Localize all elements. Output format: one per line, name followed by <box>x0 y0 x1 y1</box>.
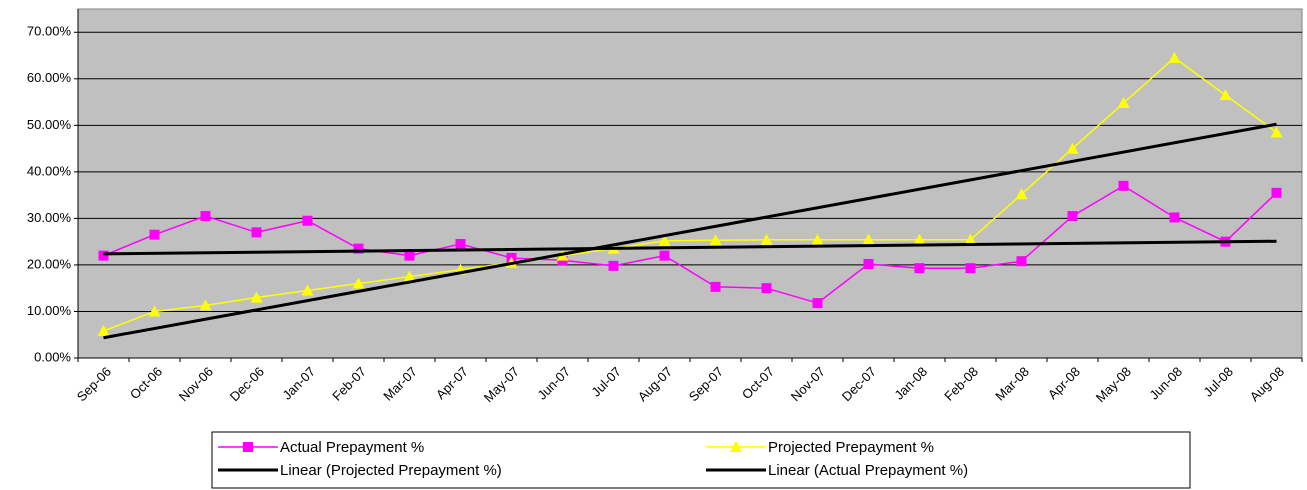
legend-box <box>211 431 1191 489</box>
marker <box>761 283 772 294</box>
x-tick-label: Dec-06 <box>227 364 267 404</box>
legend-label: Projected Prepayment % <box>768 439 934 456</box>
marker <box>913 233 926 245</box>
x-tick-label: Mar-07 <box>380 364 420 404</box>
y-tick-label: 30.00% <box>27 210 72 225</box>
marker <box>149 229 160 240</box>
x-tick-label: Aug-08 <box>1247 364 1287 404</box>
x-tick-label: Sep-07 <box>686 364 726 404</box>
marker <box>608 260 619 271</box>
x-tick-label: Sep-06 <box>74 364 114 404</box>
marker <box>1016 256 1027 267</box>
marker <box>1168 51 1181 63</box>
x-tick-label: Mar-08 <box>992 364 1032 404</box>
marker <box>965 263 976 274</box>
legend: Actual Prepayment % Projected Prepayment … <box>211 431 1191 489</box>
marker <box>1066 142 1079 154</box>
marker <box>863 259 874 270</box>
x-tick-label: May-08 <box>1093 364 1134 405</box>
marker <box>455 238 466 249</box>
legend-label: Linear (Actual Prepayment %) <box>768 462 968 479</box>
marker <box>251 227 262 238</box>
marker <box>1118 180 1129 191</box>
x-tick-label: Jul-07 <box>588 364 624 400</box>
marker <box>1117 96 1130 108</box>
series-line <box>103 184 1278 304</box>
marker <box>1271 187 1282 198</box>
y-tick-label: 70.00% <box>27 24 72 39</box>
x-tick-label: Oct-07 <box>739 364 777 402</box>
marker <box>404 250 415 261</box>
marker <box>302 215 313 226</box>
marker <box>811 233 824 245</box>
x-tick-label: Jul-08 <box>1200 364 1236 400</box>
x-tick-label: Jan-08 <box>891 364 930 403</box>
marker <box>97 325 110 337</box>
x-tick-label: Nov-07 <box>788 364 828 404</box>
trendline <box>103 122 1277 340</box>
marker <box>710 281 721 292</box>
x-tick-label: Jun-08 <box>1146 364 1185 403</box>
marker <box>353 243 364 254</box>
x-tick-label: Oct-06 <box>127 364 165 402</box>
series-line <box>103 56 1277 332</box>
legend-label: Actual Prepayment % <box>280 439 424 456</box>
marker <box>200 211 211 222</box>
y-tick-label: 40.00% <box>27 163 72 178</box>
y-tick-label: 60.00% <box>27 70 72 85</box>
marker <box>862 233 875 245</box>
trendline <box>103 239 1277 256</box>
y-tick-label: 20.00% <box>27 256 72 271</box>
x-tick-label: Dec-07 <box>839 364 879 404</box>
marker <box>1067 211 1078 222</box>
x-tick-label: Apr-07 <box>433 364 471 402</box>
y-tick-label: 10.00% <box>27 303 72 318</box>
x-tick-label: Feb-07 <box>329 364 369 404</box>
legend-label: Linear (Projected Prepayment %) <box>280 462 502 479</box>
marker <box>730 441 742 452</box>
x-tick-label: May-07 <box>481 364 522 405</box>
marker <box>1169 212 1180 223</box>
x-tick-label: Feb-08 <box>941 364 981 404</box>
marker <box>403 270 416 282</box>
x-tick-label: Jan-07 <box>279 364 318 403</box>
marker <box>1219 89 1232 101</box>
x-tick-label: Nov-06 <box>176 364 216 404</box>
marker <box>250 291 263 303</box>
marker <box>1270 126 1283 138</box>
marker <box>964 233 977 245</box>
marker <box>352 277 365 289</box>
marker <box>914 263 925 274</box>
marker <box>148 305 161 317</box>
marker <box>658 234 671 246</box>
marker <box>1015 188 1028 200</box>
x-tick-label: Jun-07 <box>534 364 573 403</box>
marker <box>243 442 253 452</box>
x-tick-label: Apr-08 <box>1045 364 1083 402</box>
marker <box>659 250 670 261</box>
y-tick-label: 50.00% <box>27 117 72 132</box>
marker <box>199 299 212 311</box>
marker <box>709 234 722 246</box>
x-tick-label: Aug-07 <box>635 364 675 404</box>
marker <box>760 233 773 245</box>
marker <box>812 298 823 309</box>
marker <box>301 284 314 296</box>
marker <box>98 250 109 261</box>
y-tick-label: 0.00% <box>34 349 71 364</box>
plot-area <box>77 8 1303 359</box>
